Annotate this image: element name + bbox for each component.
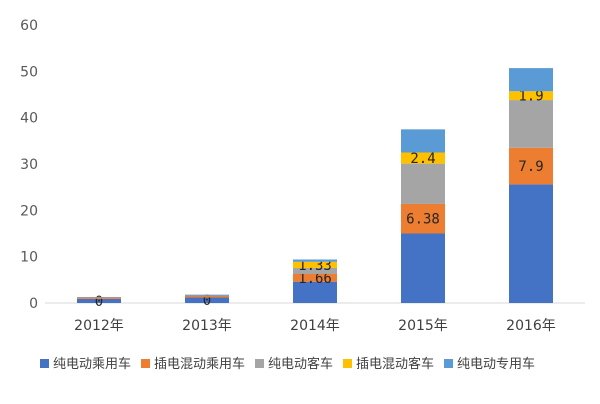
- legend-swatch: [40, 359, 49, 368]
- y-tick-label: 0: [29, 296, 38, 312]
- y-tick-label: 20: [20, 203, 38, 219]
- x-tick-label: 2015年: [398, 318, 448, 334]
- y-tick-label: 60: [20, 18, 38, 34]
- bar-segment: [401, 164, 445, 204]
- bar-segment: [509, 68, 553, 91]
- bar-segment: [401, 234, 445, 304]
- legend-label: 插电混动乘用车: [154, 356, 245, 372]
- data-label: 6.38: [406, 212, 440, 228]
- data-label: 2.4: [410, 151, 435, 167]
- x-tick-label: 2016年: [506, 318, 556, 334]
- bar-segment: [185, 295, 229, 296]
- x-tick-label: 2013年: [182, 318, 232, 334]
- bar-segment: [293, 259, 337, 261]
- y-tick-label: 40: [20, 111, 38, 127]
- bar-segment: [401, 129, 445, 152]
- data-label: 7.9: [518, 159, 543, 175]
- legend-swatch: [343, 359, 352, 368]
- y-tick-label: 50: [20, 64, 38, 80]
- x-tick-label: 2012年: [74, 318, 124, 334]
- bar-segment: [509, 100, 553, 148]
- legend-label: 纯电动乘用车: [53, 356, 131, 372]
- data-label: 0: [95, 294, 103, 310]
- legend-label: 插电混动客车: [356, 356, 434, 372]
- legend-label: 纯电动专用车: [457, 356, 535, 372]
- x-tick-label: 2014年: [290, 318, 340, 334]
- legend-swatch: [444, 359, 453, 368]
- y-tick-label: 10: [20, 250, 38, 266]
- y-tick-label: 30: [20, 157, 38, 173]
- bar-segment: [509, 184, 553, 303]
- legend-swatch: [255, 359, 264, 368]
- legend-label: 纯电动客车: [268, 356, 333, 372]
- bar-segment: [77, 297, 121, 298]
- legend-swatch: [141, 359, 150, 368]
- bar-segment: [185, 296, 229, 298]
